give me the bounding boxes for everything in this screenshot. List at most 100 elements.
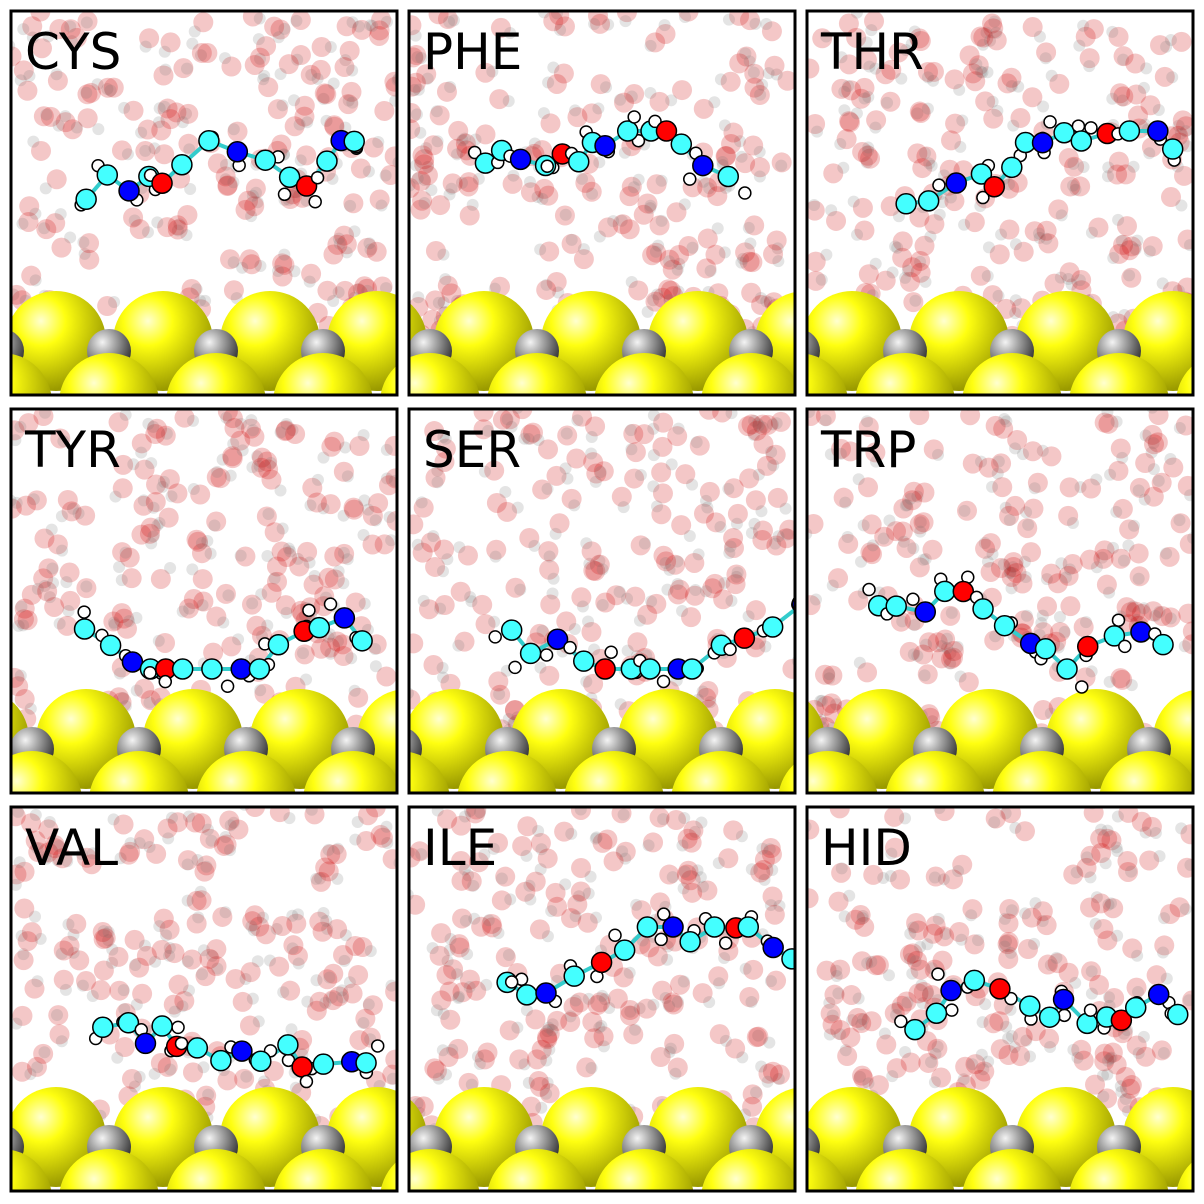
water-hydrogen: [272, 265, 285, 278]
water-oxygen: [727, 503, 748, 524]
water-hydrogen: [856, 912, 869, 925]
water-hydrogen: [820, 248, 833, 261]
water-oxygen: [93, 960, 114, 981]
water-oxygen: [736, 46, 757, 67]
water-hydrogen: [590, 911, 603, 924]
water-oxygen: [699, 481, 720, 502]
water-hydrogen: [855, 1018, 868, 1031]
water-oxygen: [575, 172, 596, 193]
heavy-atom: [75, 188, 97, 211]
water-oxygen: [576, 1057, 597, 1078]
water-oxygen: [586, 463, 607, 484]
water-oxygen: [820, 1003, 841, 1024]
water-hydrogen: [542, 1021, 555, 1034]
water-hydrogen: [27, 493, 40, 506]
water-oxygen: [196, 855, 217, 876]
panel-label: TRP: [820, 421, 916, 479]
water-oxygen: [964, 212, 985, 233]
water-oxygen: [590, 74, 611, 95]
water-hydrogen: [1004, 946, 1017, 959]
water-oxygen: [1062, 554, 1083, 575]
water-hydrogen: [602, 18, 615, 31]
water-oxygen: [914, 235, 935, 256]
water-hydrogen: [92, 123, 105, 136]
water-oxygen: [30, 11, 51, 22]
water-hydrogen: [187, 414, 200, 427]
panel-border: [9, 9, 399, 397]
water-hydrogen: [336, 991, 349, 1004]
water-hydrogen: [437, 671, 450, 684]
heavy-atom: [670, 133, 693, 155]
water-oxygen: [502, 173, 523, 194]
water-hydrogen: [1126, 600, 1139, 613]
water-oxygen: [934, 926, 955, 947]
water-hydrogen: [348, 225, 361, 238]
water-hydrogen: [909, 294, 922, 307]
water-oxygen: [964, 934, 985, 955]
water-oxygen: [941, 130, 962, 151]
water-oxygen: [607, 988, 628, 1009]
water-hydrogen: [363, 237, 376, 250]
water-oxygen: [60, 19, 81, 40]
surface-atom: [166, 353, 266, 395]
water-oxygen: [1001, 807, 1022, 824]
water-hydrogen: [997, 558, 1010, 571]
water-hydrogen: [437, 431, 450, 444]
water-oxygen: [297, 541, 318, 562]
heavy-atom: [993, 614, 1016, 637]
water-oxygen: [1174, 165, 1193, 186]
water-oxygen: [1058, 505, 1079, 526]
water-hydrogen: [923, 157, 936, 170]
water-hydrogen: [850, 11, 863, 19]
heavy-atom: [343, 130, 365, 153]
water-hydrogen: [998, 912, 1011, 925]
water-hydrogen: [160, 427, 173, 440]
water-hydrogen: [62, 605, 75, 618]
water-oxygen: [155, 632, 176, 653]
water-hydrogen: [528, 137, 541, 150]
water-hydrogen: [755, 505, 768, 518]
water-oxygen: [206, 939, 227, 960]
water-hydrogen: [492, 927, 505, 940]
water-hydrogen: [288, 94, 301, 107]
water-hydrogen: [159, 63, 172, 76]
water-hydrogen: [1073, 39, 1086, 52]
water-oxygen: [150, 568, 171, 589]
water-oxygen: [66, 27, 87, 48]
hydrogen: [310, 170, 325, 185]
water-oxygen: [833, 487, 854, 508]
water-oxygen: [1171, 31, 1192, 52]
water-oxygen: [999, 219, 1020, 240]
water-hydrogen: [270, 922, 283, 935]
water-oxygen: [103, 77, 124, 98]
water-oxygen: [92, 922, 113, 943]
water-oxygen: [1141, 816, 1162, 837]
water-hydrogen: [1045, 69, 1058, 82]
water-oxygen: [665, 554, 686, 575]
water-oxygen: [864, 11, 885, 32]
water-hydrogen: [34, 932, 47, 945]
water-hydrogen: [507, 169, 520, 182]
water-hydrogen: [54, 208, 67, 221]
water-hydrogen: [1036, 914, 1049, 927]
water-hydrogen: [29, 910, 42, 923]
water-hydrogen: [321, 922, 334, 935]
water-oxygen: [37, 581, 58, 602]
panel-label: TYR: [24, 421, 121, 479]
water-hydrogen: [437, 296, 450, 309]
water-oxygen: [990, 558, 1011, 579]
water-hydrogen: [458, 132, 471, 145]
water-oxygen: [320, 844, 341, 865]
water-oxygen: [538, 541, 559, 562]
water-oxygen: [317, 280, 338, 301]
hydrogen: [1071, 119, 1086, 133]
water-oxygen: [1012, 1026, 1033, 1047]
water-hydrogen: [896, 615, 909, 628]
water-hydrogen: [1104, 1052, 1117, 1065]
water-hydrogen: [431, 135, 444, 148]
water-hydrogen: [163, 949, 176, 962]
water-oxygen: [886, 521, 907, 542]
water-oxygen: [744, 215, 765, 236]
water-oxygen: [206, 956, 227, 977]
hydrogen: [738, 186, 752, 200]
